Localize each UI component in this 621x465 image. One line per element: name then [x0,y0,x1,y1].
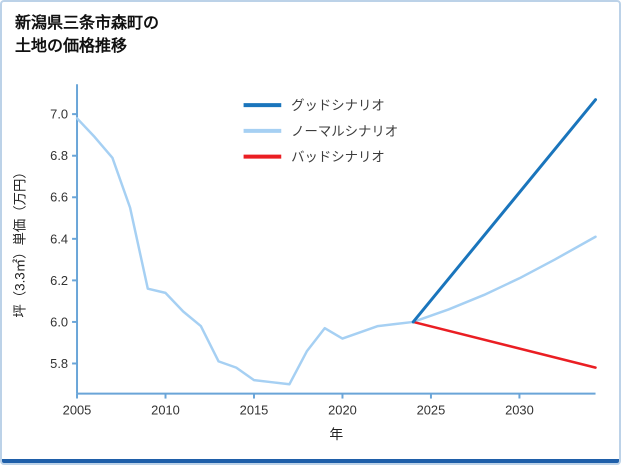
legend-label-ノーマルシナリオ: ノーマルシナリオ [291,124,398,139]
chart-title-line2: 土地の価格推移 [15,38,128,56]
series-line-ノーマルシナリオ [75,117,597,386]
series-line-グッドシナリオ [411,98,598,324]
y-tick-label: 6.8 [50,148,68,163]
x-tick-label: 2030 [505,402,534,417]
y-tick-label: 6.6 [50,190,68,205]
footer-bar [2,459,619,463]
y-tick-label: 6.0 [50,314,68,329]
x-axis-label: 年 [329,426,343,442]
x-tick-label: 2020 [328,402,357,417]
chart-title: 新潟県三条市森町の 土地の価格推移 [15,12,159,58]
y-axis-label: 坪（3.3㎡）単価（万円） [12,165,27,317]
x-tick-label: 2005 [63,402,92,417]
y-tick-label: 7.0 [50,107,68,122]
chart-title-line1: 新潟県三条市森町の [15,15,160,32]
series-line-バッドシナリオ [411,320,597,369]
x-tick-label: 2010 [151,402,180,417]
x-tick-label: 2025 [417,402,446,417]
legend-label-バッドシナリオ: バッドシナリオ [291,150,385,165]
x-tick-label: 2015 [240,402,269,417]
legend-label-グッドシナリオ: グッドシナリオ [291,98,385,113]
y-tick-label: 6.2 [50,273,68,288]
y-tick-label: 6.4 [50,231,68,246]
y-tick-label: 5.8 [50,356,68,371]
